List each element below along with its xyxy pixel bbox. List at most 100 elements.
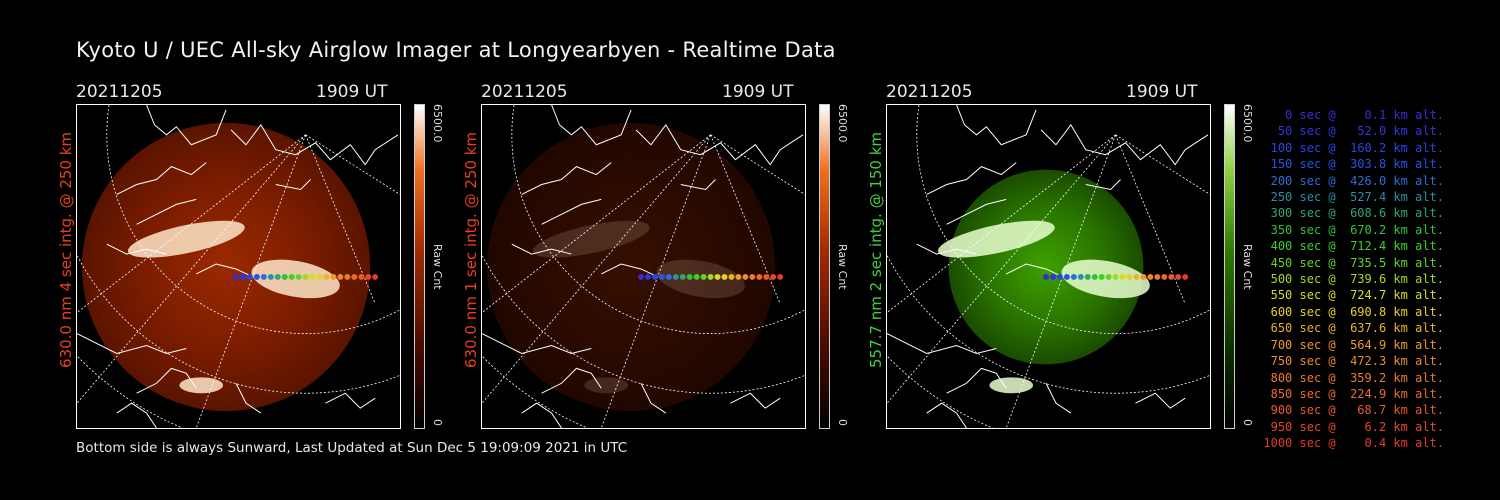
panel-1-allsky-image [76, 104, 401, 429]
latitude-circle [482, 254, 805, 394]
meridian-line [600, 134, 711, 428]
meridian-line [710, 134, 805, 195]
trajectory-point [638, 273, 644, 280]
coastline [77, 105, 399, 428]
trajectory-point [344, 273, 351, 280]
panel-3-colorbar-max: 6500.0 [1241, 104, 1254, 143]
trajectory-point [239, 273, 246, 280]
aurora-arc [989, 377, 1034, 394]
trajectory-point [658, 273, 665, 280]
legend-row: 100 sec @ 160.2 km alt. [1263, 140, 1444, 155]
trajectory-point [281, 273, 288, 280]
meridian-line [77, 134, 306, 314]
trajectory-point [1161, 273, 1168, 280]
panel-3-time: 1909 UT [1126, 82, 1198, 102]
panel-1-colorbar-min: 0 [431, 419, 444, 426]
trajectory-point [756, 273, 763, 280]
meridian-line [1115, 134, 1210, 195]
coastline [482, 105, 804, 428]
trajectory-point [686, 273, 693, 280]
altitude-time-legend: 0 sec @ 0.1 km alt. 50 sec @ 52.0 km alt… [1258, 107, 1444, 452]
panel-3-colorbar-unit: Raw Cnt [1241, 244, 1254, 290]
trajectory-point [260, 273, 267, 280]
legend-row: 900 sec @ 68.7 km alt. [1263, 403, 1444, 418]
trajectory-point [233, 273, 239, 280]
trajectory-point [295, 273, 302, 280]
legend-row: 550 sec @ 724.7 km alt. [1263, 288, 1444, 303]
aurora-arc [127, 220, 245, 258]
trajectory-point [330, 273, 337, 280]
trajectory-point [302, 273, 309, 280]
trajectory-point [735, 273, 742, 280]
trajectory-point [1175, 273, 1182, 280]
trajectory-point [351, 273, 358, 280]
legend-row: 750 sec @ 472.3 km alt. [1263, 354, 1444, 369]
trajectory-point [1043, 273, 1049, 280]
trajectory-point [770, 273, 777, 280]
panel-2-channel-label: 630.0 nm 1 sec intg. @ 250 km [462, 131, 480, 368]
trajectory-point [1077, 273, 1084, 280]
trajectory-point [1084, 273, 1091, 280]
panel-3-allsky-image [886, 104, 1211, 429]
trajectory-point [253, 273, 260, 280]
legend-row: 850 sec @ 224.9 km alt. [1263, 386, 1444, 401]
trajectory-point [714, 273, 721, 280]
trajectory-point [777, 273, 784, 280]
trajectory-point [728, 273, 735, 280]
meridian-line [1005, 134, 1116, 428]
meridian-line [482, 134, 711, 314]
trajectory-point [337, 273, 344, 280]
trajectory-point [1105, 273, 1112, 280]
legend-row: 650 sec @ 637.6 km alt. [1263, 321, 1444, 336]
trajectory-point [749, 273, 756, 280]
legend-row: 250 sec @ 527.4 km alt. [1263, 190, 1444, 205]
trajectory-point [693, 273, 700, 280]
legend-row: 0 sec @ 0.1 km alt. [1263, 108, 1444, 122]
trajectory-point [700, 273, 707, 280]
legend-row: 500 sec @ 739.6 km alt. [1263, 272, 1444, 287]
trajectory-point [372, 273, 379, 280]
aurora-arc [1061, 259, 1150, 299]
legend-row: 400 sec @ 712.4 km alt. [1263, 239, 1444, 254]
panel-1-colorbar-max: 6500.0 [431, 104, 444, 143]
panel-1-time: 1909 UT [316, 82, 388, 102]
panel-3-colorbar-min: 0 [1241, 419, 1254, 426]
meridian-line [482, 134, 711, 404]
allsky-map [482, 105, 805, 428]
footer-status: Bottom side is always Sunward, Last Upda… [76, 440, 628, 456]
latitude-circle [106, 105, 400, 334]
trajectory-point [1070, 273, 1077, 280]
latitude-circle [77, 254, 400, 394]
panel-1-colorbar [414, 104, 425, 429]
legend-row: 350 sec @ 670.2 km alt. [1263, 222, 1444, 237]
trajectory-point [1091, 273, 1098, 280]
legend-row: 600 sec @ 690.8 km alt. [1263, 304, 1444, 319]
trajectory-point [1112, 273, 1119, 280]
trajectory-point [309, 273, 316, 280]
allsky-map [77, 105, 400, 428]
panel-1-channel-label: 630.0 nm 4 sec intg. @ 250 km [57, 131, 75, 368]
panel-1-colorbar-unit: Raw Cnt [431, 244, 444, 290]
aurora-arc [179, 377, 224, 394]
trajectory-point [267, 273, 274, 280]
meridian-line [887, 134, 1116, 314]
trajectory-point [274, 273, 281, 280]
panel-2-colorbar [819, 104, 830, 429]
trajectory-point [1098, 273, 1105, 280]
trajectory-point [644, 273, 651, 280]
legend-row: 150 sec @ 303.8 km alt. [1263, 157, 1444, 172]
trajectory-point [288, 273, 295, 280]
meridian-line [195, 134, 306, 428]
legend-row: 50 sec @ 52.0 km alt. [1263, 124, 1444, 139]
trajectory-point [1063, 273, 1070, 280]
trajectory-point [365, 273, 372, 280]
coastline [887, 105, 1209, 428]
panel-2-colorbar-max: 6500.0 [836, 104, 849, 143]
aurora-arc [584, 377, 629, 394]
panel-3-channel-label: 557.7 nm 2 sec intg. @ 150 km [867, 131, 885, 368]
trajectory-point [651, 273, 658, 280]
meridian-line [77, 134, 306, 404]
trajectory-point [742, 273, 749, 280]
trajectory-point [1049, 273, 1056, 280]
panel-2-allsky-image [481, 104, 806, 429]
